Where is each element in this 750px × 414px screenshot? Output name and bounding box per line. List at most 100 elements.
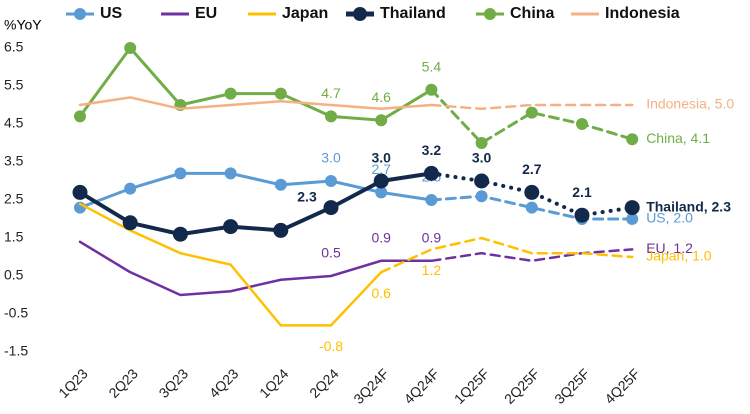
data-label: Japan, 1.0 bbox=[646, 248, 712, 264]
point bbox=[375, 114, 388, 127]
point bbox=[524, 184, 540, 200]
data-label: 3.0 bbox=[472, 150, 492, 166]
y-tick-label: 3.5 bbox=[4, 153, 24, 169]
y-tick-label: -0.5 bbox=[4, 305, 28, 321]
point bbox=[72, 184, 88, 200]
point bbox=[172, 226, 188, 242]
point bbox=[626, 133, 639, 146]
series-line bbox=[78, 96, 433, 111]
point bbox=[423, 165, 439, 181]
data-label: China, 4.1 bbox=[646, 130, 710, 146]
data-label: 0.6 bbox=[371, 285, 391, 301]
point bbox=[525, 106, 538, 119]
data-label: 3.0 bbox=[371, 150, 391, 166]
series-line bbox=[379, 236, 634, 274]
legend-label: China bbox=[510, 5, 555, 22]
point bbox=[624, 200, 640, 216]
point bbox=[525, 201, 538, 214]
data-label: 4.6 bbox=[371, 89, 391, 105]
legend-marker bbox=[74, 8, 86, 20]
data-label: 2.7 bbox=[371, 161, 391, 177]
point bbox=[74, 110, 86, 123]
point bbox=[325, 110, 337, 123]
x-tick-label: 2Q23 bbox=[105, 365, 141, 401]
point bbox=[274, 178, 287, 191]
data-label: 0.9 bbox=[422, 230, 442, 246]
data-label: Indonesia, 5.0 bbox=[646, 96, 734, 112]
data-label: 2.1 bbox=[572, 184, 592, 200]
legend-label: Japan bbox=[282, 5, 328, 22]
legend-label: Indonesia bbox=[605, 5, 680, 22]
point bbox=[223, 219, 239, 235]
data-label: 3.2 bbox=[422, 142, 442, 158]
legend-marker bbox=[353, 7, 367, 21]
data-label: 2.7 bbox=[522, 161, 542, 177]
series-line bbox=[430, 103, 634, 111]
data-label: US, 2.0 bbox=[646, 210, 693, 226]
x-tick-label: 3Q25F bbox=[551, 365, 593, 407]
series-line bbox=[78, 202, 383, 327]
point bbox=[425, 83, 438, 96]
point bbox=[323, 200, 339, 216]
x-tick-label: 3Q23 bbox=[156, 365, 192, 401]
series-line bbox=[78, 171, 434, 237]
x-tick-label: 1Q25F bbox=[451, 365, 493, 407]
x-tick-label: 3Q24F bbox=[350, 365, 392, 407]
data-label: Thailand, 2.3 bbox=[646, 198, 731, 214]
x-tick-label: 1Q23 bbox=[55, 365, 91, 401]
y-tick-label: 0.5 bbox=[4, 267, 24, 283]
y-tick-label: 1.5 bbox=[4, 229, 24, 245]
series-line bbox=[78, 171, 433, 210]
x-tick-label: 4Q25F bbox=[601, 365, 643, 407]
point bbox=[224, 87, 237, 100]
series-line bbox=[78, 45, 433, 122]
legend-label: Thailand bbox=[380, 5, 446, 22]
point bbox=[224, 167, 237, 180]
x-tick-label: 4Q23 bbox=[206, 365, 242, 401]
data-label: 4.7 bbox=[321, 85, 341, 101]
x-tick-label: 2Q25F bbox=[501, 365, 543, 407]
series-line bbox=[430, 248, 634, 263]
y-tick-label: 2.5 bbox=[4, 191, 24, 207]
y-tick-label: 6.5 bbox=[4, 39, 24, 55]
y-tick-label: -1.5 bbox=[4, 343, 28, 359]
point bbox=[474, 173, 490, 189]
y-axis-label: %YoY bbox=[4, 17, 42, 33]
point bbox=[273, 222, 289, 238]
point bbox=[274, 87, 287, 100]
point bbox=[124, 182, 137, 195]
series-line bbox=[429, 88, 634, 145]
series-line bbox=[78, 240, 433, 297]
series-line bbox=[429, 194, 634, 221]
point bbox=[375, 186, 388, 199]
data-label: -0.8 bbox=[319, 338, 343, 354]
point bbox=[124, 42, 137, 54]
point bbox=[576, 118, 588, 130]
legend-marker bbox=[484, 8, 496, 20]
x-tick-label: 1Q24 bbox=[256, 365, 292, 401]
point bbox=[122, 215, 138, 231]
point bbox=[174, 167, 187, 180]
y-tick-label: 4.5 bbox=[4, 115, 24, 131]
point bbox=[475, 190, 488, 203]
series-line bbox=[429, 171, 635, 218]
data-label: 3.0 bbox=[321, 150, 341, 166]
legend-label: EU bbox=[195, 5, 217, 22]
x-tick-label: 2Q24 bbox=[306, 365, 342, 401]
data-label: 2.3 bbox=[297, 188, 317, 204]
point bbox=[475, 137, 488, 149]
point bbox=[373, 173, 389, 189]
data-label: 0.5 bbox=[321, 245, 341, 261]
data-label: 5.4 bbox=[422, 59, 442, 75]
x-tick-label: 4Q24F bbox=[401, 365, 443, 407]
point bbox=[626, 213, 639, 225]
point bbox=[574, 207, 590, 223]
legend-label: US bbox=[100, 5, 123, 22]
y-tick-label: 5.5 bbox=[4, 77, 24, 93]
data-label: 1.2 bbox=[422, 262, 442, 278]
data-label: EU, 1.2 bbox=[646, 240, 693, 256]
point bbox=[325, 175, 337, 187]
point bbox=[425, 194, 438, 206]
data-label: 0.9 bbox=[371, 230, 391, 246]
